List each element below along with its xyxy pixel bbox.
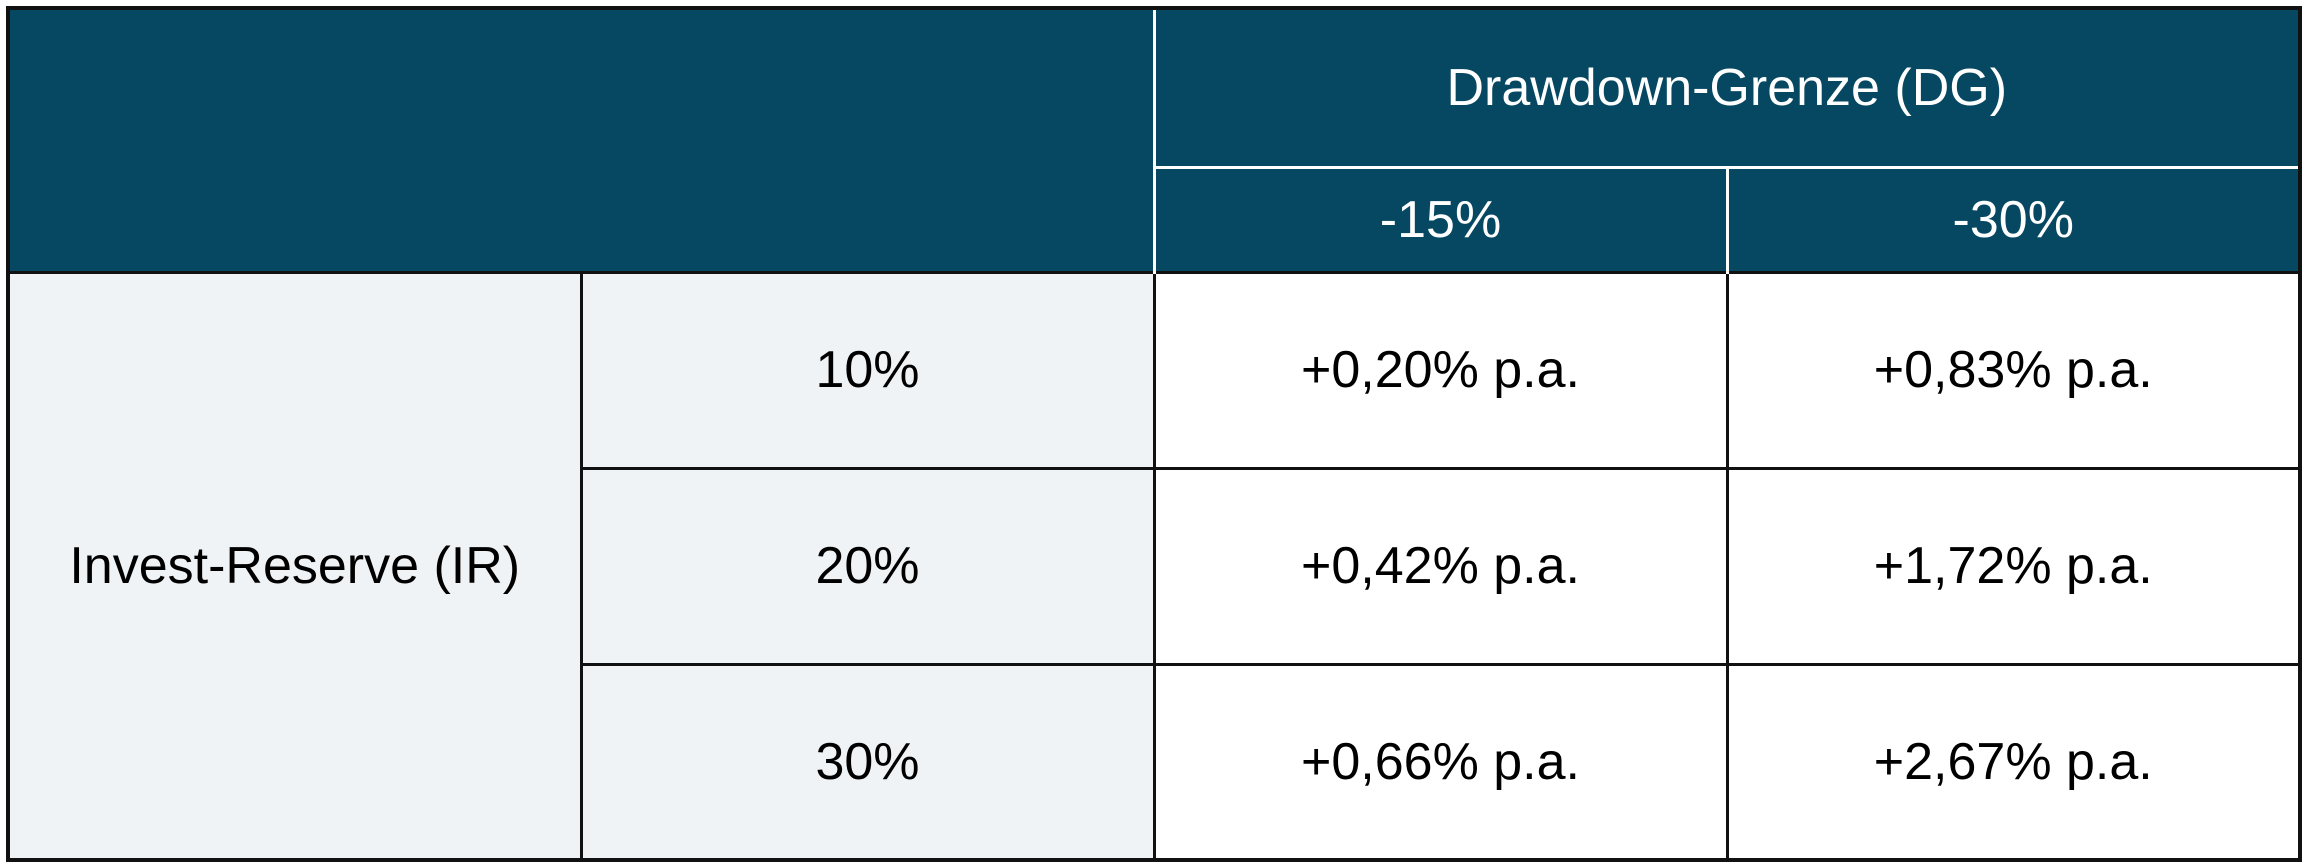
header-title: Drawdown-Grenze (DG) — [1152, 8, 2300, 167]
column-header: -15% — [1152, 165, 1727, 272]
cell: +0,66% p.a. — [1152, 662, 1729, 862]
cell: +0,20% p.a. — [1152, 270, 1729, 470]
header-row: Drawdown-Grenze (DG) — [8, 8, 2300, 272]
cell: +2,67% p.a. — [1725, 662, 2302, 862]
body-row: Invest-Reserve (IR) 10% +0,20% p.a. +0,8… — [6, 270, 2302, 862]
results-table: Drawdown-Grenze (DG) -15% -30% Invest-Re… — [6, 6, 2302, 862]
cell: +1,72% p.a. — [1725, 466, 2302, 666]
row-group-label: Invest-Reserve (IR) — [6, 270, 583, 862]
header-subrow: -15% -30% — [8, 165, 2300, 272]
cell: +0,83% p.a. — [1725, 270, 2302, 470]
cell: +0,42% p.a. — [1152, 466, 1729, 666]
row-label: 20% — [579, 466, 1156, 666]
header-blank — [8, 8, 1154, 272]
row-label: 10% — [579, 270, 1156, 470]
column-header: -30% — [1725, 165, 2300, 272]
body-row: 30% +0,66% p.a. +2,67% p.a. — [8, 662, 2302, 862]
row-label: 30% — [579, 662, 1156, 862]
body-row: 20% +0,42% p.a. +1,72% p.a. — [8, 466, 2302, 666]
